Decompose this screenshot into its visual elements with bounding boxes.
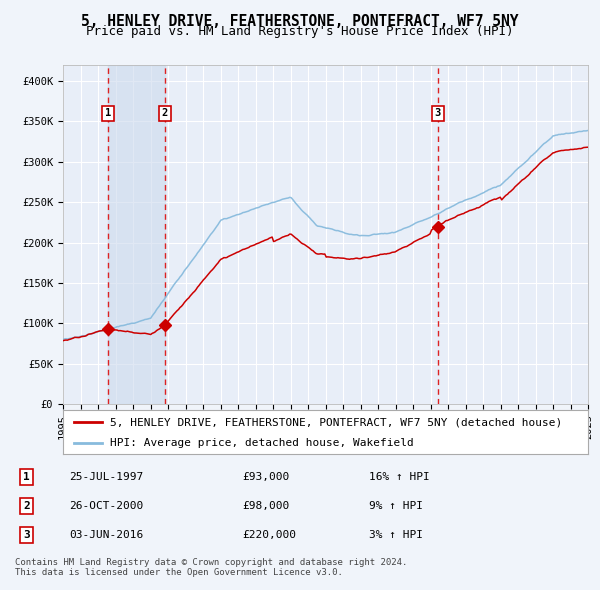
Text: £98,000: £98,000 xyxy=(242,501,290,511)
Text: 2: 2 xyxy=(23,501,30,511)
Text: 1: 1 xyxy=(104,109,111,119)
Text: 1: 1 xyxy=(23,471,30,481)
Text: 5, HENLEY DRIVE, FEATHERSTONE, PONTEFRACT, WF7 5NY: 5, HENLEY DRIVE, FEATHERSTONE, PONTEFRAC… xyxy=(81,14,519,28)
Text: 3% ↑ HPI: 3% ↑ HPI xyxy=(369,530,423,540)
Text: HPI: Average price, detached house, Wakefield: HPI: Average price, detached house, Wake… xyxy=(110,438,414,448)
Text: 16% ↑ HPI: 16% ↑ HPI xyxy=(369,471,430,481)
Text: £220,000: £220,000 xyxy=(242,530,296,540)
Text: 5, HENLEY DRIVE, FEATHERSTONE, PONTEFRACT, WF7 5NY (detached house): 5, HENLEY DRIVE, FEATHERSTONE, PONTEFRAC… xyxy=(110,418,563,427)
Text: 2: 2 xyxy=(162,109,168,119)
Text: £93,000: £93,000 xyxy=(242,471,290,481)
Text: 26-OCT-2000: 26-OCT-2000 xyxy=(70,501,144,511)
Text: 3: 3 xyxy=(23,530,30,540)
Text: 9% ↑ HPI: 9% ↑ HPI xyxy=(369,501,423,511)
Text: Price paid vs. HM Land Registry's House Price Index (HPI): Price paid vs. HM Land Registry's House … xyxy=(86,25,514,38)
Text: 25-JUL-1997: 25-JUL-1997 xyxy=(70,471,144,481)
Text: 03-JUN-2016: 03-JUN-2016 xyxy=(70,530,144,540)
Text: Contains HM Land Registry data © Crown copyright and database right 2024.
This d: Contains HM Land Registry data © Crown c… xyxy=(15,558,407,577)
Bar xyxy=(108,65,165,404)
Text: 3: 3 xyxy=(435,109,441,119)
